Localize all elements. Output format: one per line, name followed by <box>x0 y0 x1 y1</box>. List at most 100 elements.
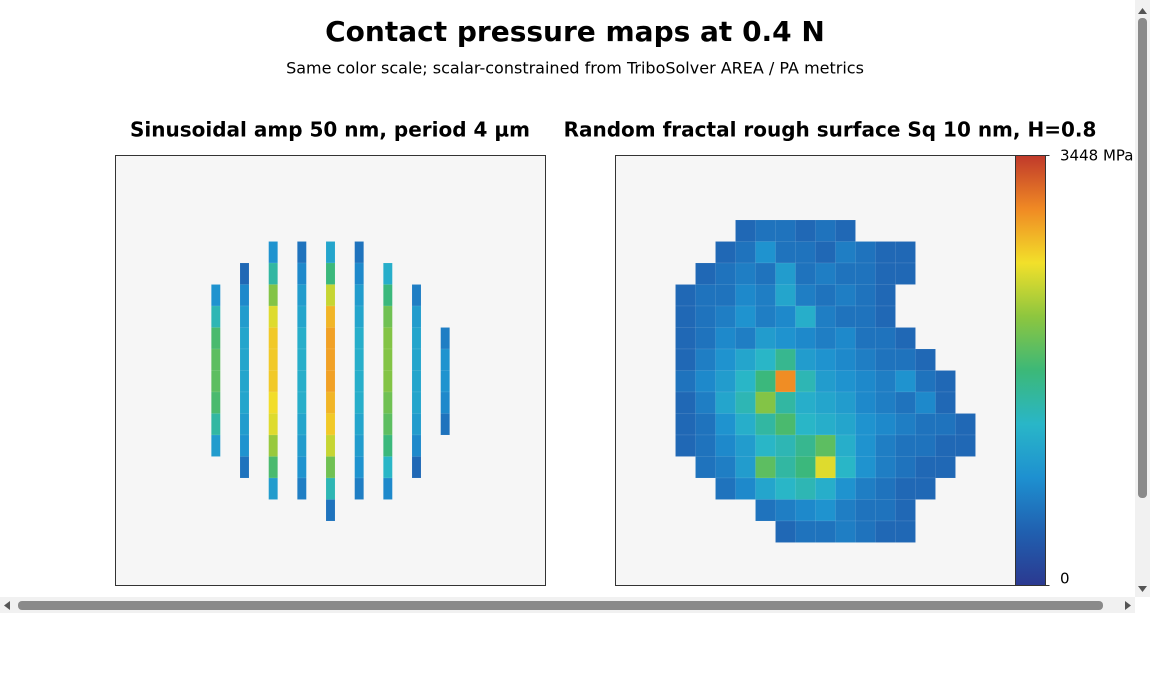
pressure-cell <box>895 327 916 350</box>
pressure-cell <box>383 284 393 307</box>
pressure-cell <box>239 370 250 393</box>
pressure-cell <box>855 413 876 436</box>
pressure-cell <box>383 348 393 371</box>
pressure-cell <box>268 348 278 371</box>
pressure-cell <box>695 456 716 479</box>
pressure-cell <box>775 391 796 414</box>
pressure-cell <box>795 327 816 350</box>
pressure-cell <box>239 413 250 436</box>
pressure-cell <box>755 262 776 285</box>
horizontal-scroll-thumb[interactable] <box>18 601 1103 610</box>
pressure-cell <box>775 477 796 500</box>
pressure-cell <box>383 262 393 285</box>
pressure-cell <box>855 241 876 264</box>
pressure-cell <box>715 456 736 479</box>
pressure-cell <box>239 284 250 307</box>
pressure-cell <box>297 241 307 264</box>
scroll-down-arrow[interactable] <box>1138 586 1147 592</box>
pressure-cell <box>325 391 336 414</box>
pressure-cell <box>695 327 716 350</box>
pressure-cell <box>695 434 716 457</box>
pressure-cell <box>815 456 836 479</box>
pressure-cell <box>755 348 776 371</box>
pressure-cell <box>695 262 716 285</box>
pressure-cell <box>835 413 856 436</box>
panel-title: Random fractal rough surface Sq 10 nm, H… <box>564 118 1097 142</box>
pressure-cell <box>775 305 796 328</box>
pressure-cell <box>835 305 856 328</box>
pressure-cell <box>915 391 936 414</box>
pressure-cell <box>795 391 816 414</box>
pressure-cell <box>815 391 836 414</box>
pressure-cell <box>411 327 422 350</box>
pressure-cell <box>440 391 450 414</box>
pressure-cell <box>795 520 816 543</box>
pressure-cell <box>835 520 856 543</box>
pressure-cell <box>239 434 250 457</box>
pressure-cell <box>815 284 836 307</box>
pressure-cell <box>268 241 278 264</box>
pressure-cell <box>354 305 364 328</box>
pressure-cell <box>239 456 250 479</box>
pressure-cell <box>955 434 976 457</box>
pressure-cell <box>239 348 250 371</box>
pressure-cell <box>895 413 916 436</box>
pressure-cell <box>795 348 816 371</box>
pressure-cell <box>875 305 896 328</box>
pressure-cell <box>815 434 836 457</box>
pressure-cell <box>875 241 896 264</box>
pressure-cell <box>211 370 221 393</box>
pressure-cell <box>775 520 796 543</box>
pressure-cell <box>239 305 250 328</box>
scroll-left-arrow[interactable] <box>4 601 10 610</box>
scroll-up-arrow[interactable] <box>1138 8 1147 14</box>
pressure-cell <box>875 370 896 393</box>
pressure-cell <box>815 262 836 285</box>
page-subtitle: Same color scale; scalar-constrained fro… <box>286 59 864 78</box>
pressure-cell <box>855 499 876 522</box>
pressure-cell <box>895 370 916 393</box>
pressure-cell <box>855 262 876 285</box>
pressure-cell <box>354 262 364 285</box>
pressure-cell <box>855 477 876 500</box>
pressure-cell <box>325 413 336 436</box>
pressure-cell <box>411 284 422 307</box>
pressure-cell <box>268 477 278 500</box>
page-title: Contact pressure maps at 0.4 N <box>325 15 825 48</box>
pressure-cell <box>815 499 836 522</box>
pressure-cell <box>775 241 796 264</box>
pressure-cell <box>675 348 696 371</box>
pressure-cell <box>875 262 896 285</box>
pressure-cell <box>268 413 278 436</box>
pressure-cell <box>875 456 896 479</box>
pressure-cell <box>795 219 816 242</box>
pressure-cell <box>895 520 916 543</box>
pressure-cell <box>675 413 696 436</box>
pressure-cell <box>268 391 278 414</box>
pressure-cell <box>268 456 278 479</box>
pressure-cell <box>411 413 422 436</box>
pressure-cell <box>915 434 936 457</box>
pressure-cell <box>855 327 876 350</box>
pressure-cell <box>815 305 836 328</box>
pressure-cell <box>354 434 364 457</box>
pressure-cell <box>775 370 796 393</box>
pressure-cell <box>875 520 896 543</box>
scroll-right-arrow[interactable] <box>1125 601 1131 610</box>
pressure-cell <box>325 241 336 264</box>
vertical-scroll-thumb[interactable] <box>1138 18 1147 498</box>
pressure-cell <box>895 456 916 479</box>
pressure-cell <box>915 456 936 479</box>
pressure-cell <box>895 391 916 414</box>
pressure-cell <box>354 370 364 393</box>
pressure-cell <box>755 327 776 350</box>
pressure-cell <box>268 370 278 393</box>
colorbar-label: 3448 MPa <box>1060 147 1133 165</box>
pressure-cell <box>795 434 816 457</box>
pressure-cell <box>354 477 364 500</box>
pressure-cell <box>354 456 364 479</box>
pressure-cell <box>935 370 956 393</box>
pressure-cell <box>775 413 796 436</box>
pressure-cell <box>325 370 336 393</box>
